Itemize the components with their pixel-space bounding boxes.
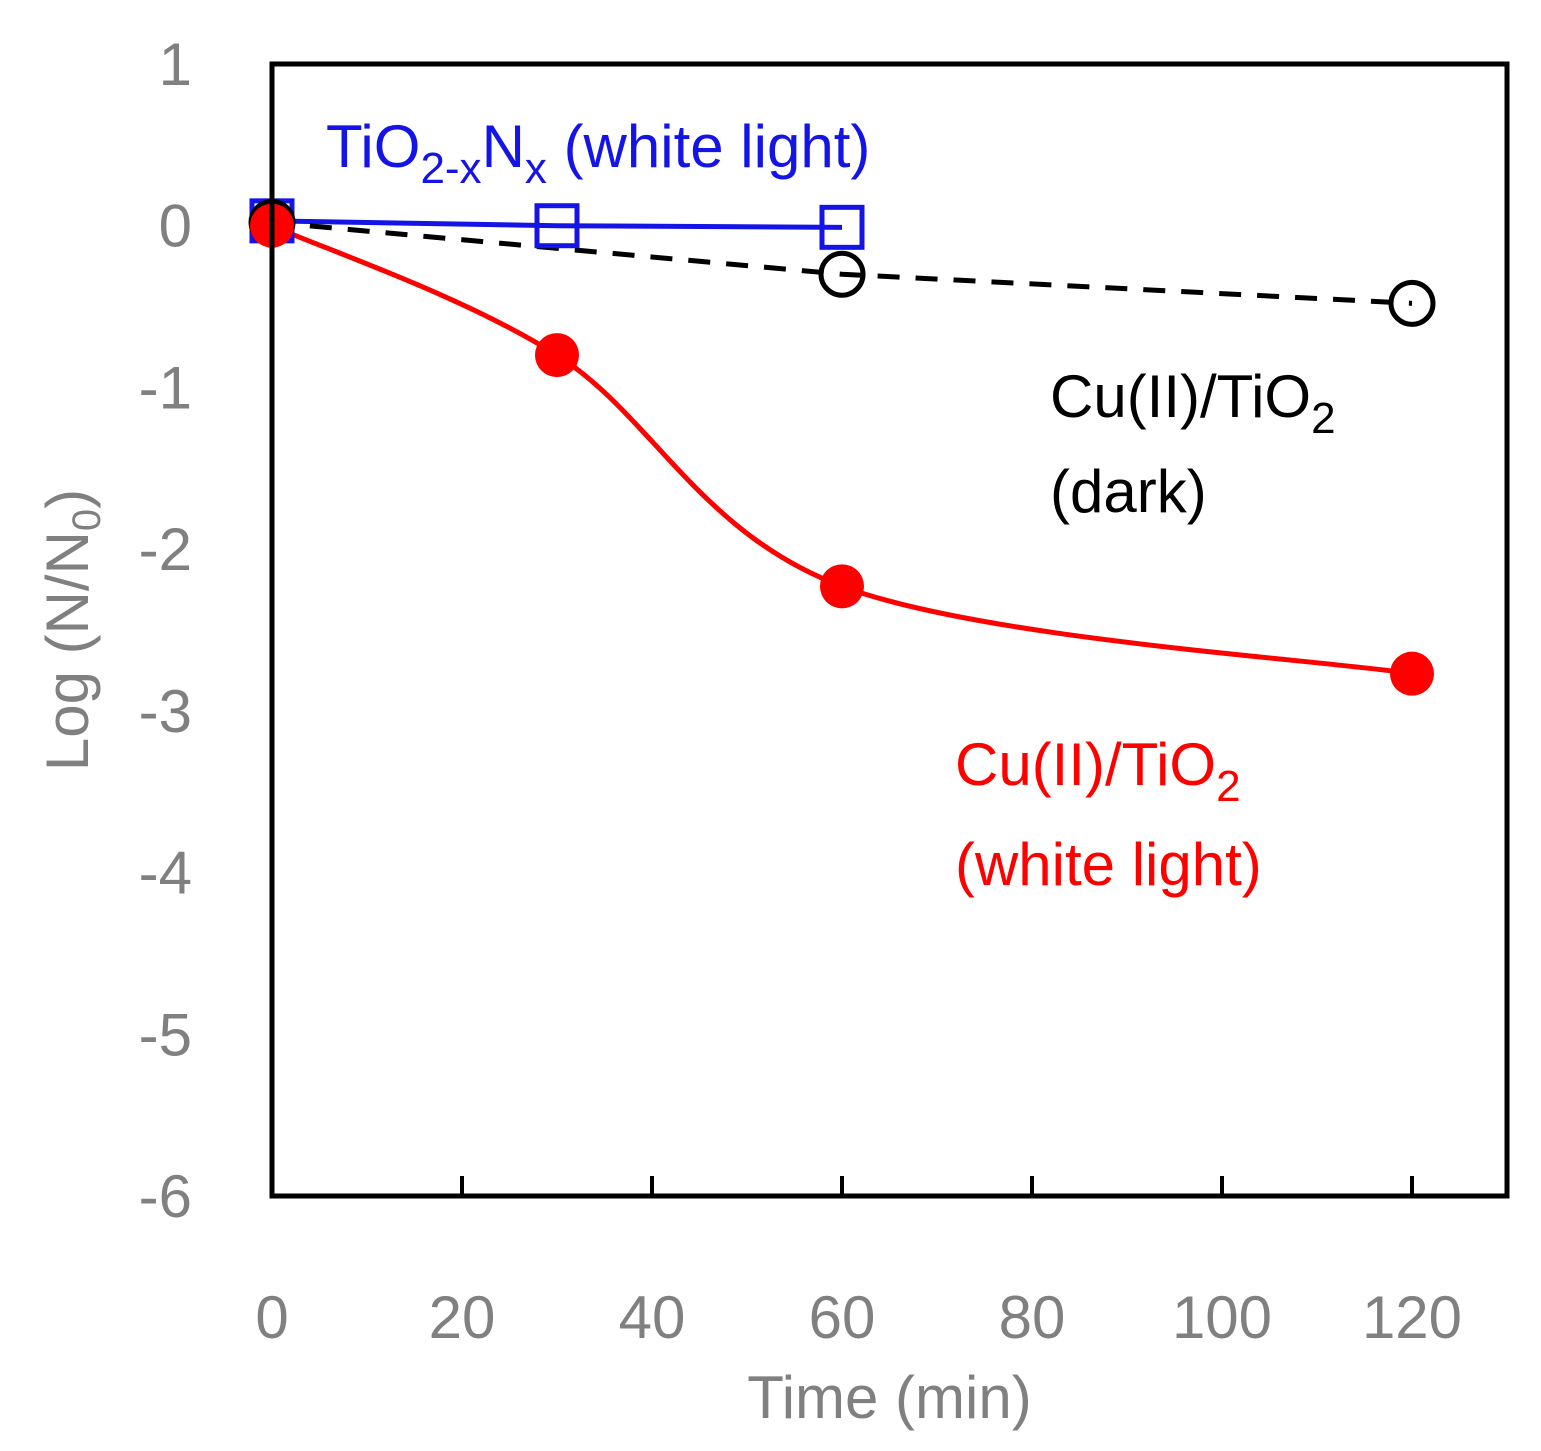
series-label-dark-line1: Cu(II)/TiO2 [1050,363,1336,443]
x-tick-label: 0 [255,1284,288,1351]
y-tick-label: -2 [139,516,192,583]
series-label-tio2-xnx: TiO2-xNx (white light) [326,113,870,193]
x-tick-label: 100 [1172,1284,1272,1351]
x-tick-label: 120 [1362,1284,1462,1351]
x-axis-ticks [270,1176,1414,1196]
series-marker [1388,279,1436,327]
y-axis-tick-labels: 1 0 -1 -2 -3 -4 -5 -6 [139,31,192,1230]
series-marker [1390,651,1434,696]
series-label-white-line2: (white light) [955,831,1262,898]
y-axis-title: Log (N/N0) [34,489,109,771]
series-marker [819,204,865,250]
series-marker [820,564,864,609]
series-line-2 [270,223,1413,677]
y-tick-label: 0 [159,193,192,260]
x-tick-label: 60 [809,1284,876,1351]
y-axis-title-close: ) [34,489,101,509]
plot-frame [269,61,1510,1199]
series-marker [535,333,579,378]
series-marker [818,250,866,298]
series-line-0 [271,218,843,230]
series-line-1 [271,219,1413,306]
x-tick-label: 20 [429,1284,496,1351]
x-axis-tick-labels: 0 20 40 60 80 100 120 [255,1284,1462,1351]
y-tick-label: -6 [139,1163,192,1230]
y-tick-label: -1 [139,354,192,421]
series-lines [270,218,1413,677]
series-labels: TiO2-xNx (white light) Cu(II)/TiO2 (dark) C… [326,113,1336,898]
x-axis-title: Time (min) [747,1364,1031,1431]
x-tick-label: 80 [999,1284,1066,1351]
x-tick-label: 40 [619,1284,686,1351]
y-tick-label: 1 [159,31,192,98]
y-tick-label: -4 [139,840,192,907]
series-label-dark-line2: (dark) [1050,458,1207,525]
y-axis-title-main: Log (N/N [34,531,101,771]
series-label-white-line1: Cu(II)/TiO2 [955,731,1241,811]
y-tick-label: -5 [139,1001,192,1068]
y-tick-label: -3 [139,678,192,745]
y-axis-title-sub: 0 [65,509,109,531]
series-marker [534,203,580,249]
